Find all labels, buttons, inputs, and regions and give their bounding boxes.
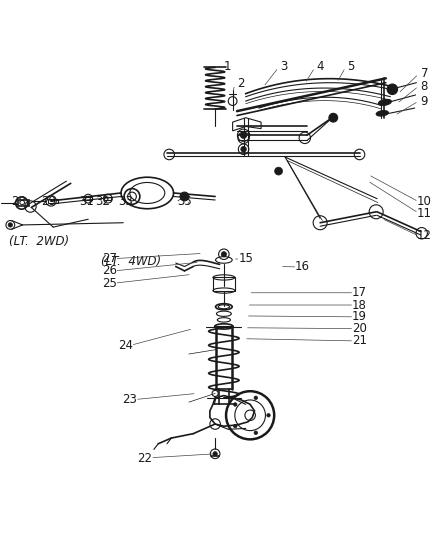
Text: 4: 4 xyxy=(316,60,323,74)
Circle shape xyxy=(8,223,12,227)
Circle shape xyxy=(240,147,246,152)
Text: (LT.  4WD): (LT. 4WD) xyxy=(101,255,161,268)
Text: 22: 22 xyxy=(137,451,152,465)
Text: 32: 32 xyxy=(95,195,110,208)
Ellipse shape xyxy=(375,111,388,116)
Text: 2: 2 xyxy=(236,77,244,90)
Circle shape xyxy=(386,84,397,94)
Bar xyxy=(85,197,92,200)
Circle shape xyxy=(274,167,282,175)
Circle shape xyxy=(254,396,257,400)
Circle shape xyxy=(266,414,270,417)
Circle shape xyxy=(328,114,337,122)
Bar xyxy=(212,278,234,290)
Text: 12: 12 xyxy=(416,229,431,243)
Circle shape xyxy=(254,431,257,434)
Circle shape xyxy=(180,192,188,201)
Text: 26: 26 xyxy=(102,264,117,277)
Text: 1: 1 xyxy=(223,60,230,74)
Text: 29: 29 xyxy=(41,195,56,208)
Text: 5: 5 xyxy=(346,60,353,74)
Bar xyxy=(104,197,111,200)
Text: 11: 11 xyxy=(416,207,431,220)
Text: 10: 10 xyxy=(416,195,431,208)
Text: 35: 35 xyxy=(177,195,191,208)
Text: 28: 28 xyxy=(11,195,25,208)
Text: 9: 9 xyxy=(420,94,427,108)
Ellipse shape xyxy=(378,99,391,106)
Text: 20: 20 xyxy=(351,322,366,335)
Text: 27: 27 xyxy=(102,252,117,265)
Circle shape xyxy=(212,451,217,456)
Text: 18: 18 xyxy=(351,298,366,311)
Bar xyxy=(48,199,57,203)
Text: 16: 16 xyxy=(294,260,309,273)
Text: (LT.  2WD): (LT. 2WD) xyxy=(9,236,68,248)
Circle shape xyxy=(221,252,226,257)
Text: 17: 17 xyxy=(351,286,366,299)
Text: 24: 24 xyxy=(118,339,133,352)
Text: 8: 8 xyxy=(420,80,427,93)
Text: 33: 33 xyxy=(118,195,133,208)
Circle shape xyxy=(233,424,237,428)
Circle shape xyxy=(240,132,246,138)
Text: 7: 7 xyxy=(420,68,427,80)
Text: 21: 21 xyxy=(351,334,366,348)
Text: 23: 23 xyxy=(122,393,137,407)
Text: 19: 19 xyxy=(351,310,366,324)
Text: 15: 15 xyxy=(238,252,253,265)
Circle shape xyxy=(233,403,237,406)
Bar xyxy=(18,200,29,206)
Text: 3: 3 xyxy=(280,60,287,74)
Text: 25: 25 xyxy=(102,277,117,289)
Text: 31: 31 xyxy=(79,195,94,208)
